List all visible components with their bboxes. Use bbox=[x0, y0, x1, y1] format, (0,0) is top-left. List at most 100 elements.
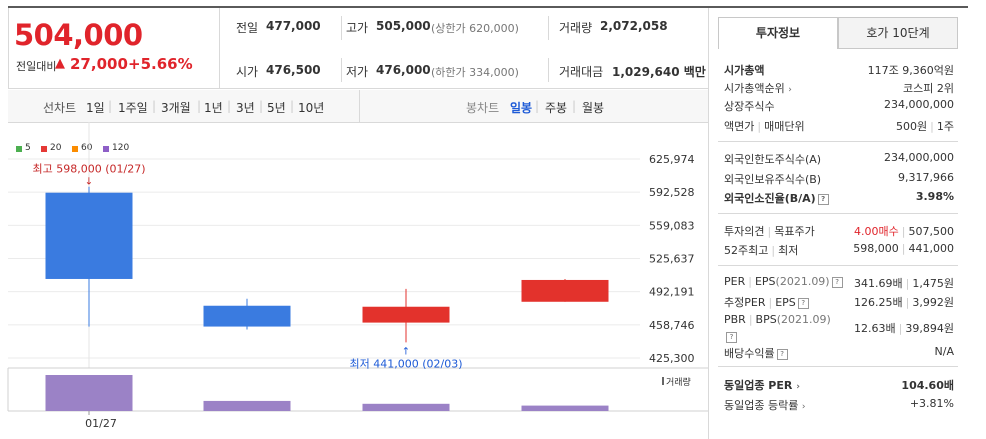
period-3y[interactable]: 3년 bbox=[236, 101, 255, 115]
bps-period: (2021.09) bbox=[776, 313, 831, 326]
candle-body bbox=[521, 279, 609, 302]
divider bbox=[359, 90, 360, 122]
divider bbox=[548, 16, 549, 40]
separator: | bbox=[197, 99, 202, 113]
est-per-value: 126.25배 bbox=[854, 296, 903, 309]
divider bbox=[718, 213, 958, 214]
y-tick-label: 458,746 bbox=[649, 319, 695, 332]
foreign-limit-value: 234,000,000 bbox=[884, 151, 954, 164]
divider bbox=[341, 58, 342, 82]
current-price: 504,000 bbox=[14, 18, 143, 52]
ma5-label: 5 bbox=[25, 143, 31, 153]
week52-low-value: 441,000 bbox=[908, 242, 955, 255]
candle-daily[interactable]: 일봉 bbox=[510, 101, 533, 115]
amount-label: 거래대금 bbox=[559, 65, 604, 79]
candle-weekly[interactable]: 주봉 bbox=[545, 101, 568, 115]
separator: | bbox=[152, 99, 157, 113]
est-eps-value: 3,992원 bbox=[912, 296, 954, 309]
period-1w[interactable]: 1주일 bbox=[118, 101, 148, 115]
candle-monthly[interactable]: 월봉 bbox=[582, 101, 605, 115]
y-tick-label: 559,083 bbox=[649, 219, 695, 232]
rank-label[interactable]: 시가총액순위 bbox=[724, 82, 785, 95]
chevron-right-icon: › bbox=[796, 382, 800, 392]
per-value: 341.69배 bbox=[854, 277, 903, 290]
ma120-label: 120 bbox=[112, 143, 130, 153]
question-icon[interactable]: ? bbox=[831, 276, 843, 288]
separator: | bbox=[905, 277, 910, 290]
week52-low-label: 최저 bbox=[778, 244, 799, 257]
sector-change-label[interactable]: 동일업종 등락률 bbox=[724, 399, 799, 412]
rank-value: 코스피 2위 bbox=[903, 82, 954, 95]
separator: | bbox=[771, 244, 776, 257]
volume-bar bbox=[45, 375, 133, 411]
per-eps-row: PER | EPS(2021.09)? 341.69배 | 1,475원 bbox=[724, 275, 954, 291]
separator: | bbox=[108, 99, 113, 113]
y-tick-label: 492,191 bbox=[649, 286, 695, 299]
question-icon[interactable]: ? bbox=[817, 193, 829, 205]
high-value: 505,000 bbox=[376, 19, 431, 33]
high-label: 고가 bbox=[346, 21, 369, 35]
period-3m[interactable]: 3개월 bbox=[161, 101, 191, 115]
lower-limit: (하한가 334,000) bbox=[431, 66, 519, 79]
separator: | bbox=[748, 275, 752, 288]
pbr-bps-value-row: 12.63배 | 39,894원 bbox=[724, 320, 954, 336]
pbr-value: 12.63배 bbox=[854, 322, 896, 335]
pbr-question-row: ? bbox=[724, 330, 954, 346]
sector-per-row: 동일업종 PER › 104.60배 bbox=[724, 377, 954, 393]
sector-change-row: 동일업종 등락률 › +3.81% bbox=[724, 397, 954, 413]
volume-label: 거래량 bbox=[559, 21, 593, 35]
sector-per-value: 104.60배 bbox=[901, 379, 954, 392]
period-1d[interactable]: 1일 bbox=[86, 101, 105, 115]
period-1y[interactable]: 1년 bbox=[204, 101, 223, 115]
open-label: 시가 bbox=[236, 65, 259, 79]
separator: | bbox=[905, 296, 910, 309]
question-icon[interactable]: ? bbox=[726, 331, 737, 343]
foreign-limit-row: 외국인한도주식수(A) 234,000,000 bbox=[724, 151, 954, 167]
sector-per-label[interactable]: 동일업종 PER bbox=[724, 379, 793, 392]
low-annotation: 최저 441,000 (02/03) bbox=[349, 357, 462, 370]
volume-legend-icon bbox=[662, 377, 664, 385]
sector-change-value: +3.81% bbox=[909, 397, 954, 410]
unit-label: 매매단위 bbox=[764, 120, 805, 133]
period-10y[interactable]: 10년 bbox=[298, 101, 325, 115]
question-icon[interactable]: ? bbox=[776, 348, 788, 360]
foreign-hold-value: 9,317,966 bbox=[898, 171, 954, 184]
line-chart-label: 선차트 bbox=[43, 101, 77, 115]
period-5y[interactable]: 5년 bbox=[267, 101, 286, 115]
separator: | bbox=[898, 322, 903, 335]
bps-label: BPS bbox=[755, 313, 777, 326]
change-label: 전일대비 bbox=[16, 60, 57, 73]
arrow-down-icon: ↓ bbox=[85, 177, 93, 188]
bps-value: 39,894원 bbox=[905, 322, 954, 335]
separator: | bbox=[930, 120, 934, 133]
candle-body bbox=[45, 192, 133, 279]
x-tick-label: 01/27 bbox=[85, 417, 117, 430]
market-cap-label: 시가총액 bbox=[724, 64, 765, 77]
y-tick-label: 425,300 bbox=[649, 352, 695, 365]
dividend-row: 배당수익률? N/A bbox=[724, 345, 954, 361]
foreign-ratio-label: 외국인소진율(B/A) bbox=[724, 192, 816, 205]
tab-orderbook[interactable]: 호가 10단계 bbox=[838, 17, 958, 49]
change-value: 27,000 bbox=[70, 55, 128, 73]
candle-body bbox=[362, 306, 450, 323]
par-value: 500원 bbox=[896, 120, 928, 133]
ma60-swatch bbox=[72, 146, 78, 152]
divider bbox=[219, 8, 220, 88]
foreign-limit-label: 외국인한도주식수(A) bbox=[724, 153, 822, 166]
ma20-label: 20 bbox=[50, 143, 62, 153]
divider bbox=[8, 88, 708, 89]
par-unit-row: 액면가 | 매매단위 500원 | 1주 bbox=[724, 118, 954, 134]
eps-value: 1,475원 bbox=[912, 277, 954, 290]
divider bbox=[718, 366, 958, 367]
divider bbox=[718, 265, 958, 266]
foreign-hold-row: 외국인보유주식수(B) 9,317,966 bbox=[724, 171, 954, 187]
est-per-label: 추정PER bbox=[724, 296, 766, 309]
pbr-bps-label-row: PBR | BPS(2021.09) bbox=[724, 313, 954, 329]
tab-gap bbox=[718, 49, 838, 50]
chevron-right-icon: › bbox=[801, 402, 806, 412]
separator: | bbox=[767, 225, 772, 238]
foreign-ratio-value: 3.98% bbox=[915, 190, 954, 203]
tab-investment-info[interactable]: 투자정보 bbox=[718, 17, 838, 49]
question-icon[interactable]: ? bbox=[797, 297, 809, 309]
week52-high-value: 598,000 bbox=[853, 242, 899, 255]
